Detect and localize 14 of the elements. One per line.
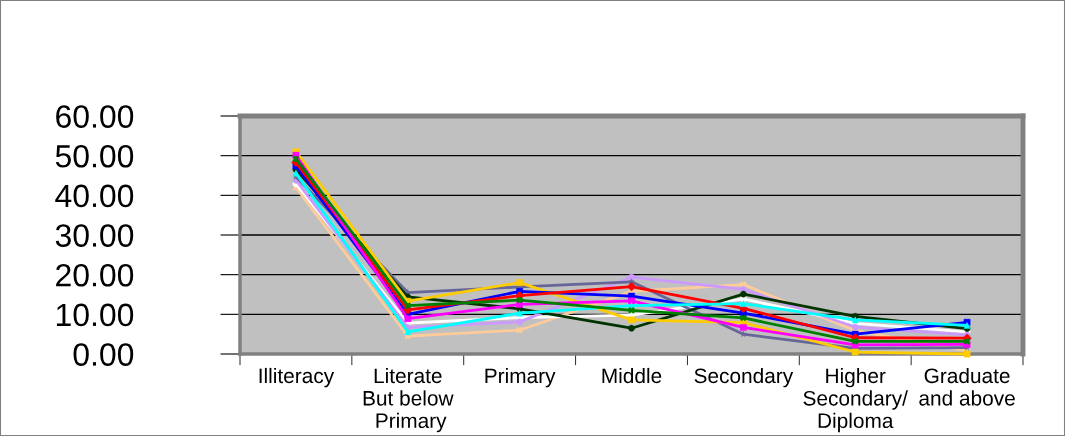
y-tick-label: 10.00 bbox=[56, 303, 134, 327]
y-tick-label: 60.00 bbox=[56, 105, 134, 128]
x-tick-label: Primary bbox=[485, 367, 556, 388]
x-tick-label: Graduate and above bbox=[919, 367, 1015, 406]
x-tick-label: Illiteracy bbox=[259, 367, 335, 388]
y-tick-label: 50.00 bbox=[55, 144, 134, 168]
x-tick-label: Higher Secondary/ Diploma bbox=[803, 367, 908, 433]
x-tick-label: Secondary bbox=[694, 367, 794, 388]
x-tick-label: Literate But below Primary bbox=[363, 367, 454, 433]
y-tick-label: 30.00 bbox=[55, 224, 134, 247]
y-tick-label: 20.00 bbox=[56, 263, 134, 287]
y-tick-label: 40.00 bbox=[55, 184, 134, 208]
x-tick-label: Middle bbox=[602, 367, 662, 384]
y-tick-label: 0.00 bbox=[73, 343, 134, 366]
